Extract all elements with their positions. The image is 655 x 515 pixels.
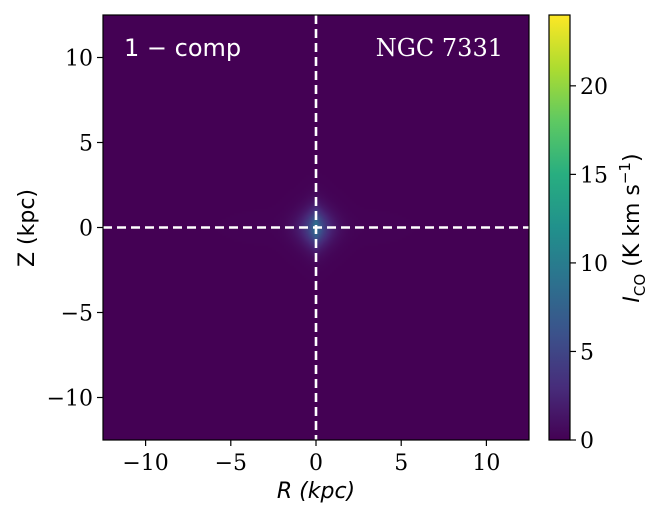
colorbar-tick-label: 10 — [580, 252, 608, 277]
colorbar-gradient — [549, 15, 570, 440]
colorbar-tick-label: 15 — [580, 163, 608, 188]
x-tick-label: −5 — [215, 451, 247, 476]
x-tick-label: 10 — [472, 451, 500, 476]
colorbar-tick-label: 0 — [580, 429, 594, 454]
x-axis-ticks: −10 −5 0 5 10 — [122, 440, 500, 476]
y-axis-ticks: −10 −5 0 5 10 — [47, 47, 103, 412]
x-axis-label-text: R (kpc) — [277, 479, 355, 504]
colorbar-label-units: (K km s — [620, 184, 645, 274]
x-tick-label: 0 — [309, 451, 323, 476]
y-tick-label: 0 — [79, 217, 93, 242]
colorbar-label-exp: −1 — [616, 162, 634, 184]
x-tick-label: 5 — [394, 451, 408, 476]
colorbar-tick-label: 20 — [580, 75, 608, 100]
y-axis-label: Z (kpc) — [15, 189, 40, 267]
colorbar-tick-label: 5 — [580, 340, 594, 365]
plot-area — [103, 15, 529, 440]
model-annotation: 1 − comp — [124, 34, 241, 62]
colorbar-label-symbol: I — [620, 296, 645, 303]
colorbar-label: ICO (K km s−1) — [616, 153, 649, 302]
y-tick-label: 10 — [65, 47, 93, 72]
x-tick-label: −10 — [122, 451, 168, 476]
y-tick-label: −5 — [61, 302, 93, 327]
colorbar-label-sub: CO — [631, 274, 649, 296]
x-axis-label: R (kpc) — [277, 479, 355, 504]
colorbar-ticks: 0 5 10 15 20 — [570, 75, 608, 454]
colorbar-frame — [548, 14, 571, 441]
y-axis-label-text: Z (kpc) — [15, 189, 40, 267]
y-tick-label: 5 — [79, 132, 93, 157]
colorbar-label-close: ) — [620, 153, 645, 162]
galaxy-annotation: NGC 7331 — [376, 34, 503, 62]
y-tick-label: −10 — [47, 387, 93, 412]
